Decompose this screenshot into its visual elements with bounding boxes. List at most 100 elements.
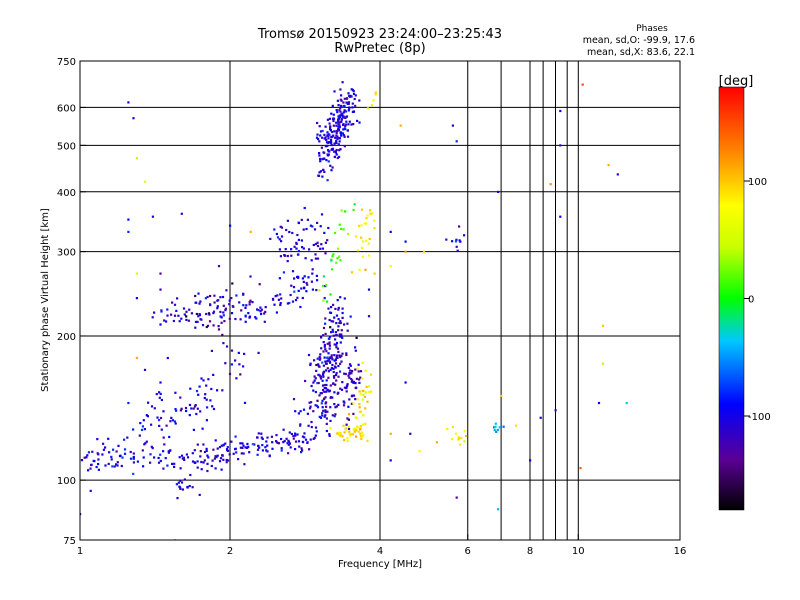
data-point bbox=[340, 335, 343, 338]
data-point bbox=[324, 332, 327, 335]
data-point bbox=[334, 307, 337, 310]
data-point bbox=[329, 384, 332, 387]
data-point bbox=[359, 376, 362, 379]
data-point bbox=[85, 456, 88, 459]
data-point bbox=[321, 412, 324, 415]
data-point bbox=[332, 375, 336, 378]
data-point bbox=[306, 441, 309, 444]
data-point bbox=[339, 434, 342, 437]
data-point bbox=[278, 277, 281, 280]
data-point bbox=[296, 296, 299, 299]
data-point bbox=[297, 221, 300, 225]
data-point bbox=[323, 383, 326, 387]
data-point bbox=[192, 407, 195, 410]
data-point bbox=[356, 398, 359, 401]
data-point bbox=[324, 125, 327, 128]
data-point bbox=[370, 390, 373, 393]
data-point bbox=[223, 320, 226, 323]
data-point bbox=[179, 487, 182, 490]
data-point bbox=[183, 458, 186, 461]
data-point bbox=[132, 457, 135, 460]
data-point bbox=[496, 428, 499, 431]
data-point bbox=[339, 98, 342, 101]
data-point bbox=[214, 439, 217, 442]
data-point bbox=[347, 374, 350, 377]
data-point bbox=[354, 435, 358, 438]
data-point bbox=[345, 115, 349, 118]
data-point bbox=[175, 483, 178, 486]
data-point bbox=[316, 357, 319, 360]
data-point bbox=[335, 139, 338, 142]
data-point bbox=[180, 481, 184, 484]
data-point bbox=[317, 381, 320, 385]
data-point bbox=[348, 430, 351, 434]
data-point bbox=[337, 318, 340, 321]
x-tick-label: 10 bbox=[572, 546, 585, 557]
data-point bbox=[316, 244, 320, 248]
data-point bbox=[327, 307, 330, 310]
data-point bbox=[354, 368, 357, 371]
data-point bbox=[323, 170, 326, 173]
data-point bbox=[361, 431, 364, 434]
data-point bbox=[321, 129, 324, 133]
data-point bbox=[322, 157, 325, 160]
data-point bbox=[123, 452, 127, 455]
data-point bbox=[237, 351, 240, 354]
data-point bbox=[279, 303, 282, 307]
data-point bbox=[460, 436, 463, 439]
data-point bbox=[221, 295, 225, 299]
data-point bbox=[207, 312, 211, 315]
data-point bbox=[345, 353, 348, 357]
data-point bbox=[140, 428, 144, 431]
data-point bbox=[333, 343, 336, 346]
data-point bbox=[339, 432, 342, 435]
data-point bbox=[331, 328, 334, 331]
data-point bbox=[194, 294, 197, 298]
data-point bbox=[200, 460, 203, 464]
data-point bbox=[283, 254, 287, 257]
data-point bbox=[335, 121, 338, 124]
data-point bbox=[202, 461, 205, 464]
data-point bbox=[300, 239, 303, 242]
data-point bbox=[357, 363, 360, 366]
data-point bbox=[183, 478, 186, 481]
data-point bbox=[330, 306, 333, 309]
data-point bbox=[178, 320, 181, 323]
data-point bbox=[282, 271, 285, 274]
data-point bbox=[359, 426, 362, 429]
data-point bbox=[329, 357, 332, 360]
data-point bbox=[323, 356, 326, 359]
data-point bbox=[228, 299, 231, 302]
data-point bbox=[198, 302, 201, 305]
data-point bbox=[248, 316, 251, 319]
data-point bbox=[368, 390, 371, 394]
data-points bbox=[80, 81, 628, 540]
data-point bbox=[308, 407, 312, 410]
data-point bbox=[329, 129, 332, 132]
data-point bbox=[239, 446, 242, 449]
data-point bbox=[287, 452, 290, 455]
data-point bbox=[177, 481, 180, 484]
data-point bbox=[345, 390, 348, 393]
data-point bbox=[454, 240, 458, 243]
y-tick-label: 750 bbox=[57, 57, 76, 68]
data-point bbox=[322, 389, 325, 392]
data-point bbox=[327, 337, 330, 340]
data-point bbox=[344, 125, 347, 128]
data-point bbox=[287, 439, 290, 442]
data-point bbox=[156, 416, 159, 419]
data-point bbox=[327, 357, 330, 361]
data-point bbox=[341, 81, 344, 84]
data-point bbox=[327, 149, 330, 152]
data-point bbox=[328, 341, 331, 344]
data-point bbox=[327, 226, 330, 230]
data-point bbox=[335, 261, 338, 264]
data-point bbox=[310, 259, 313, 262]
data-point bbox=[336, 99, 339, 102]
data-point bbox=[314, 253, 317, 256]
data-point bbox=[107, 462, 110, 465]
data-point bbox=[246, 446, 249, 449]
data-point bbox=[104, 464, 107, 467]
data-point bbox=[309, 362, 312, 365]
data-point bbox=[231, 305, 234, 308]
